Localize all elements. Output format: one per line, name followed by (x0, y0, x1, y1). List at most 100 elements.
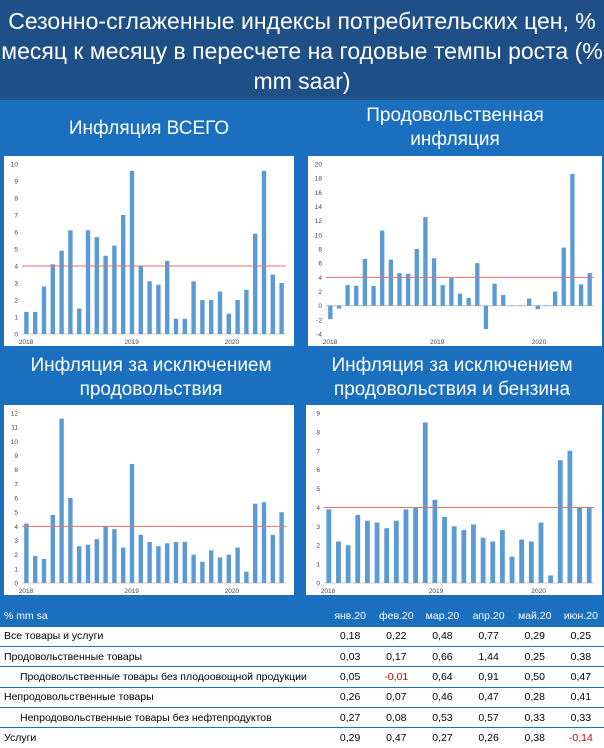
bar (548, 575, 554, 583)
bar (374, 522, 380, 583)
bar (270, 274, 275, 334)
row-label: Услуги (0, 727, 328, 748)
y-tick-label: 9 (14, 453, 18, 460)
chart-food: -4 -2 0 2 4 6 8 10 12 14 16 18 20 2018 2019 2020 (308, 156, 602, 346)
bar (440, 285, 445, 306)
table-cell: 0,08 (373, 707, 420, 729)
bar (50, 515, 55, 583)
column-header: май.20 (511, 606, 558, 627)
bar (461, 530, 467, 583)
y-tick-label: 10 (11, 439, 19, 446)
y-tick-label: 12 (11, 411, 19, 418)
bar (129, 464, 135, 583)
y-tick-label: -2 (316, 317, 322, 324)
chart-title-food: Продовольственная инфляция (366, 105, 544, 150)
y-tick-label: 1 (14, 566, 18, 573)
y-tick-label: 3 (316, 524, 320, 531)
column-header: мар.20 (419, 606, 466, 627)
bar (518, 305, 523, 307)
table-cell: 0,91 (465, 666, 512, 688)
y-tick-label: -4 (316, 332, 322, 339)
y-tick-label: 6 (318, 261, 322, 268)
y-tick-label: 6 (14, 496, 18, 503)
x-tick-label: 2019 (430, 339, 445, 346)
y-tick-label: 8 (318, 247, 322, 254)
chart-nonfood-nongas: 0 1 2 3 4 5 6 7 8 9 2018 2019 2020 (306, 405, 602, 595)
x-tick-label: 2019 (124, 588, 139, 595)
bar (121, 215, 126, 334)
bar (475, 263, 480, 306)
bar (528, 541, 534, 583)
bar (147, 281, 152, 334)
bar (557, 460, 563, 583)
table-row: Продовольственные товары без плодоовощно… (0, 666, 604, 688)
bar (200, 561, 205, 583)
bar (244, 289, 249, 334)
bar (235, 547, 240, 583)
bar (191, 554, 196, 583)
chart-total: 0 1 2 3 4 5 6 7 8 9 10 2018 2019 2020 (4, 156, 294, 346)
bar (326, 509, 332, 583)
bar (405, 273, 411, 306)
bar (501, 295, 506, 306)
table-cell: 0,18 (327, 626, 374, 648)
y-tick-label: 4 (14, 524, 18, 531)
y-tick-label: 8 (14, 467, 18, 474)
y-tick-label: 18 (315, 176, 323, 183)
bar (156, 284, 161, 334)
bar (68, 230, 73, 334)
table-cell: 0,28 (511, 687, 558, 708)
bar (362, 258, 368, 306)
table-cell: 0,17 (373, 646, 420, 668)
x-tick-label: 2020 (225, 339, 240, 346)
table-row: Непродовольственные товары 0,26 0,07 0,46 0,… (0, 687, 604, 708)
table-cell: 1,44 (465, 646, 512, 668)
x-tick-label: 2020 (532, 339, 547, 346)
bar (279, 512, 284, 583)
row-label: Продовольственные товары без плодоовощно… (0, 666, 328, 688)
bar (261, 502, 267, 583)
y-tick-label: 8 (14, 196, 18, 203)
bar (209, 550, 214, 583)
y-tick-label: 4 (14, 264, 18, 271)
bar (270, 534, 275, 583)
table-row: Непродовольственные товары без нефтепрод… (0, 707, 604, 729)
y-tick-label: 7 (14, 481, 18, 488)
bar (535, 305, 540, 310)
x-tick-label: 2020 (531, 588, 546, 595)
bar (173, 541, 179, 583)
bar (345, 285, 350, 306)
y-tick-label: 0 (316, 581, 320, 588)
y-tick-label: 0 (14, 332, 18, 339)
y-tick-label: 7 (14, 213, 18, 220)
bar (94, 539, 99, 583)
y-tick-label: 0 (318, 303, 322, 310)
table-cell: 0,26 (327, 687, 374, 708)
bar (451, 526, 457, 583)
x-tick-label: 2020 (225, 588, 240, 595)
row-label: Непродовольственные товары (0, 687, 328, 708)
table-cell: 0,57 (465, 707, 512, 729)
row-label: Непродовольственные товары без нефтепрод… (0, 707, 328, 729)
chart-nonfood: 0 1 2 3 4 5 6 7 8 9 10 11 12 2018 2019 2020 (4, 405, 294, 595)
bar (384, 528, 390, 583)
table-row: Все товары и услуги 0,18 0,22 0,48 0,77 0,29 0… (0, 626, 604, 648)
y-tick-label: 9 (316, 411, 320, 418)
bar (567, 450, 573, 583)
bar (328, 305, 333, 320)
bar (578, 284, 584, 306)
bar (129, 170, 135, 334)
bar (397, 273, 402, 306)
bar (480, 537, 486, 583)
bar (345, 545, 351, 583)
y-tick-label: 6 (316, 467, 320, 474)
bar (279, 283, 284, 334)
bar (235, 300, 240, 334)
table-cell: 0,27 (419, 727, 466, 748)
table-row: Продовольственные товары 0,03 0,17 0,66 1,44… (0, 646, 604, 668)
y-tick-label: 5 (14, 510, 18, 517)
y-tick-label: 10 (11, 162, 19, 169)
bar (103, 526, 108, 583)
bar (138, 534, 143, 583)
bar (59, 250, 64, 334)
